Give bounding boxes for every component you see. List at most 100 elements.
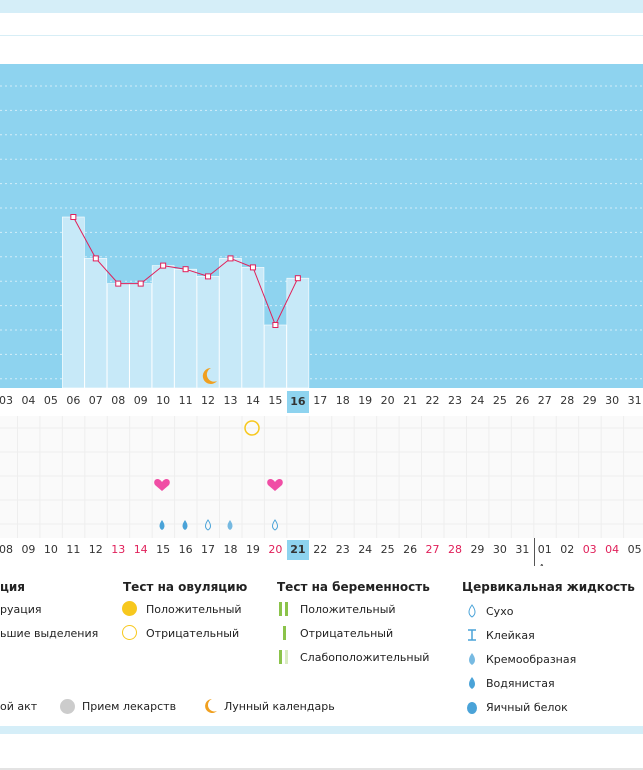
calendar-date-label[interactable]: 22 bbox=[313, 543, 328, 556]
temperature-point bbox=[160, 262, 167, 269]
watery-drop-icon[interactable] bbox=[159, 520, 165, 530]
temperature-point bbox=[115, 280, 122, 287]
calendar-date-label[interactable]: 13 bbox=[111, 543, 126, 556]
calendar-date-label[interactable]: 27 bbox=[425, 543, 440, 556]
calendar-date-label[interactable]: 29 bbox=[470, 543, 485, 556]
watery-drop-icon[interactable] bbox=[182, 520, 188, 530]
pregnancy-positive-icon bbox=[285, 602, 288, 616]
cycle-day-label[interactable]: 15 bbox=[268, 394, 283, 407]
temperature-bar bbox=[106, 283, 130, 388]
calendar-date-label[interactable]: 25 bbox=[380, 543, 395, 556]
calendar-date-label[interactable]: 31 bbox=[515, 543, 530, 556]
chart-svg bbox=[0, 85, 643, 388]
calendar-date-label[interactable]: 24 bbox=[358, 543, 373, 556]
creamy-icon bbox=[469, 653, 475, 665]
dry-drop-icon[interactable] bbox=[272, 519, 278, 531]
cycle-day-label[interactable]: 26 bbox=[515, 394, 530, 407]
temperature-bar bbox=[264, 324, 287, 388]
calendar-date-label[interactable]: 16 bbox=[178, 543, 193, 556]
calendar-date-label[interactable]: 01 bbox=[537, 543, 552, 556]
cycle-day-label[interactable]: 08 bbox=[111, 394, 126, 407]
calendar-date-label[interactable]: 15 bbox=[156, 543, 171, 556]
cycle-day-label[interactable]: 03 bbox=[0, 394, 13, 407]
sticky-icon bbox=[468, 629, 476, 641]
cycle-day-label[interactable]: 11 bbox=[178, 394, 193, 407]
pregnancy-positive-icon bbox=[279, 602, 282, 616]
cycle-day-label[interactable]: 27 bbox=[537, 394, 552, 407]
legend-cervical-creamy: Кремообразная bbox=[486, 653, 577, 666]
legend-col1-item2: ьшие выделения bbox=[0, 627, 99, 640]
calendar-date-label[interactable]: 02 bbox=[560, 543, 575, 556]
cycle-day-label[interactable]: 16 bbox=[286, 391, 309, 413]
cycle-day-label[interactable]: 12 bbox=[201, 394, 216, 407]
calendar-date-label[interactable]: 05 bbox=[627, 543, 642, 556]
calendar-date-label[interactable]: 19 bbox=[245, 543, 260, 556]
temperature-point bbox=[227, 255, 234, 262]
egg-white-icon bbox=[467, 702, 477, 714]
legend-cervical-watery: Водянистая bbox=[486, 677, 555, 690]
temperature-chart bbox=[0, 64, 643, 388]
cycle-day-label[interactable]: 25 bbox=[492, 394, 507, 407]
calendar-date-label[interactable]: 28 bbox=[448, 543, 462, 556]
temperature-point bbox=[294, 275, 301, 282]
calendar-date-label[interactable]: 18 bbox=[223, 543, 238, 556]
temperature-bar bbox=[62, 216, 85, 388]
pregnancy-weak-icon bbox=[279, 650, 282, 664]
calendar-date-label[interactable]: 17 bbox=[201, 543, 216, 556]
legend-pregnancy-negative: Отрицательный bbox=[300, 627, 394, 640]
cycle-day-label[interactable]: 09 bbox=[133, 394, 148, 407]
calendar-date-label[interactable]: 20 bbox=[268, 543, 283, 556]
temperature-point bbox=[272, 322, 279, 328]
legend-cervical-head: Цервикальная жидкость bbox=[462, 580, 635, 594]
cycle-day-label[interactable]: 14 bbox=[245, 394, 260, 407]
heart-icon[interactable] bbox=[267, 478, 283, 491]
temperature-bar bbox=[151, 265, 175, 388]
cycle-day-label[interactable]: 13 bbox=[223, 394, 238, 407]
cycle-day-label[interactable]: 18 bbox=[335, 394, 350, 407]
dry-drop-icon[interactable] bbox=[205, 519, 211, 531]
cycle-day-label[interactable]: 06 bbox=[66, 394, 81, 407]
cycle-day-label[interactable]: 19 bbox=[358, 394, 373, 407]
legend-col1-item1: руация bbox=[0, 603, 42, 616]
temperature-bar bbox=[84, 258, 108, 388]
heart-icon[interactable] bbox=[154, 478, 170, 491]
cycle-day-label[interactable]: 10 bbox=[156, 394, 171, 407]
calendar-date-label[interactable]: 12 bbox=[88, 543, 103, 556]
cycle-day-label[interactable]: 30 bbox=[605, 394, 620, 407]
calendar-date-label[interactable]: 08 bbox=[0, 543, 13, 556]
calendar-date-label[interactable]: 21 bbox=[286, 540, 309, 560]
cycle-day-label[interactable]: 21 bbox=[403, 394, 418, 407]
cycle-day-label[interactable]: 04 bbox=[21, 394, 36, 407]
calendar-date-label[interactable]: 10 bbox=[43, 543, 58, 556]
calendar-date-label[interactable]: 30 bbox=[492, 543, 507, 556]
cycle-day-row: 03 04 05 06 07 08 09 10 11 12 13 14 15 16 17 18 19 20 21 22… bbox=[0, 388, 643, 416]
calendar-date-label[interactable]: 26 bbox=[403, 543, 418, 556]
cycle-day-label[interactable]: 17 bbox=[313, 394, 328, 407]
cycle-day-label[interactable]: 24 bbox=[470, 394, 485, 407]
temperature-point bbox=[92, 255, 99, 262]
calendar-date-label[interactable]: 03 bbox=[582, 543, 597, 556]
legend-bottom-moon: Лунный календарь bbox=[224, 700, 335, 713]
temperature-bar bbox=[241, 267, 265, 388]
medicine-icon bbox=[60, 699, 75, 714]
cycle-day-label[interactable]: 23 bbox=[448, 394, 462, 407]
temperature-point bbox=[70, 214, 77, 220]
cycle-day-label[interactable]: 22 bbox=[425, 394, 440, 407]
calendar-date-label[interactable]: 09 bbox=[21, 543, 36, 556]
legend-pregnancy-head: Тест на беременность bbox=[277, 580, 430, 594]
calendar-date-label[interactable]: 23 bbox=[335, 543, 350, 556]
ovulation-negative-icon bbox=[122, 625, 137, 640]
cycle-day-label[interactable]: 07 bbox=[88, 394, 103, 407]
cycle-day-label[interactable]: 31 bbox=[627, 394, 642, 407]
cycle-day-label[interactable]: 20 bbox=[380, 394, 395, 407]
top-bar bbox=[0, 0, 643, 13]
ovulation-negative-icon[interactable] bbox=[244, 420, 260, 436]
top-strip bbox=[0, 13, 643, 36]
calendar-date-label[interactable]: 04 bbox=[605, 543, 620, 556]
creamy-drop-icon[interactable] bbox=[227, 520, 233, 530]
calendar-date-label[interactable]: 11 bbox=[66, 543, 81, 556]
cycle-day-label[interactable]: 28 bbox=[560, 394, 575, 407]
cycle-day-label[interactable]: 05 bbox=[43, 394, 58, 407]
calendar-date-label[interactable]: 14 bbox=[133, 543, 148, 556]
cycle-day-label[interactable]: 29 bbox=[582, 394, 597, 407]
